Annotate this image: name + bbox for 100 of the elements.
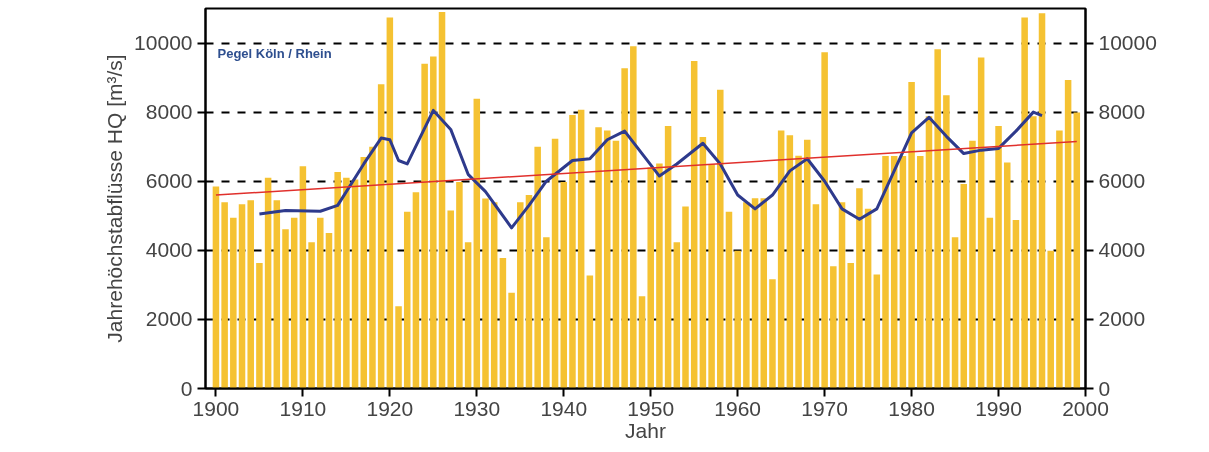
bar [212,186,220,389]
bar [1021,17,1028,389]
bar [230,217,237,389]
bar [934,49,941,389]
x-tick-label: 1930 [453,396,501,420]
bar [873,274,881,389]
x-tick-label: 1900 [192,396,240,420]
y-tick-label: 4000 [145,238,193,262]
x-tick-label: 1970 [801,396,848,420]
bar [899,156,907,389]
bar [943,95,950,389]
bar [290,217,298,389]
bar [560,181,568,389]
bar [412,192,420,389]
bar [812,204,820,389]
y-axis-title: Jahrehöchstabflüsse HQ [m³/s] [103,54,127,343]
bar [482,198,489,389]
bar [238,204,246,389]
bar [690,61,698,389]
bar [977,57,985,389]
line-series [257,108,1044,230]
bar [351,179,359,389]
bar [717,89,724,389]
bar [786,135,794,389]
bar [247,200,254,389]
bar [864,208,872,389]
bar [386,17,394,389]
y2-tick-label: 10000 [1098,31,1157,55]
bar [438,11,446,389]
bar [830,266,837,389]
bar [656,163,663,389]
bar [847,263,854,389]
y-tick-label: 0 [180,376,193,400]
bar [299,166,307,389]
x-tick-label: 1980 [888,396,935,420]
bar [317,217,324,389]
x-tick-label: 1910 [279,396,327,420]
y2-tick-label: 4000 [1098,238,1146,262]
bar [308,242,315,389]
bar [734,250,741,389]
x-tick-label: 1920 [366,396,414,420]
bar [856,188,863,389]
bar [682,206,689,389]
x-tick-label: 1960 [714,396,762,420]
bar [595,127,602,389]
bar [334,171,341,389]
bar [986,217,994,389]
bar [403,211,411,389]
bar [612,140,620,389]
bar [264,177,272,389]
bar [621,68,628,389]
y-tick-label: 10000 [134,31,193,55]
bar [908,82,915,389]
bar [969,140,976,389]
bar [456,181,463,389]
bar [543,237,550,389]
x-tick-label: 1990 [975,396,1022,420]
bar [577,109,585,389]
bar [1030,116,1037,389]
bar [725,211,733,389]
x-axis-title: Jahr [625,418,666,442]
bar [917,156,924,389]
bar [325,233,333,389]
bar [995,125,1002,389]
bar [743,202,750,389]
bar [751,198,759,389]
bar [343,177,350,389]
bar [882,156,889,389]
bar [664,125,672,389]
bar [699,137,707,389]
bar [282,229,289,389]
bar [221,202,228,389]
y-tick-label: 6000 [145,169,193,193]
bar [638,296,646,389]
bar [630,46,637,389]
bar [273,200,281,389]
y2-tick-label: 8000 [1098,100,1146,124]
bar [647,167,654,389]
bar [569,114,576,389]
bar [1038,13,1046,389]
y-tick-label: 2000 [145,307,193,331]
bar [795,155,802,389]
bar [951,237,959,389]
bar [430,56,437,389]
bar [586,275,594,389]
bar [490,202,498,389]
bar [673,242,681,389]
bar [1003,162,1011,389]
bar [769,279,776,389]
bar [377,84,385,389]
bar [1012,219,1020,389]
bar [473,98,481,389]
y2-tick-label: 2000 [1098,307,1146,331]
bar [603,130,611,389]
bar [708,164,715,389]
bar [534,146,541,389]
bar [499,257,507,389]
bar [960,183,968,389]
bar [821,52,828,389]
bar [1064,80,1072,389]
